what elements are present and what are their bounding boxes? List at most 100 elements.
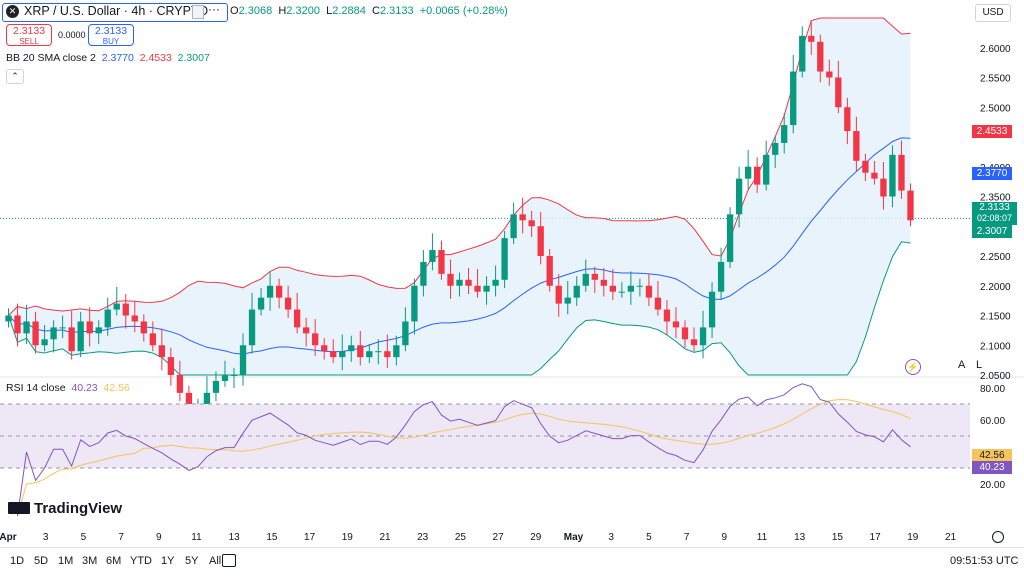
sell-label: SELL (19, 37, 39, 46)
calendar-icon[interactable] (222, 554, 236, 567)
timeframe-1m[interactable]: 1M (58, 555, 74, 567)
candle-body (357, 345, 364, 358)
timeframe-3m[interactable]: 3M (82, 555, 98, 567)
scale-a-button[interactable]: A (958, 359, 966, 371)
bb-upper-value: 2.4533 (139, 52, 172, 64)
price-tick-label: 2.3500 (980, 193, 1011, 204)
scale-l-button[interactable]: L (976, 359, 983, 371)
candle-body (95, 327, 102, 334)
timeframe-5y[interactable]: 5Y (185, 555, 199, 567)
price-tick-label: 2.5500 (980, 74, 1011, 85)
candle-body (726, 214, 734, 262)
flag-icon[interactable] (192, 5, 204, 19)
candle-body (447, 273, 454, 286)
candle-body (519, 214, 526, 221)
buy-button[interactable]: 2.3133 BUY (88, 24, 134, 46)
candle-body (77, 321, 84, 352)
rsi-tick-label: 20.00 (980, 480, 1005, 491)
price-tick-label: 2.2500 (980, 252, 1011, 263)
timeframe-1d[interactable]: 1D (10, 555, 25, 567)
candle-body (600, 279, 607, 286)
date-tick-label: 21 (945, 532, 957, 543)
timeframe-5d[interactable]: 5D (34, 555, 49, 567)
candle-body (275, 285, 283, 298)
date-tick-label: Apr (0, 532, 17, 543)
candle-body (158, 345, 166, 358)
candle-body (465, 279, 472, 286)
candle-body (564, 297, 571, 304)
tv-logo-icon (8, 502, 30, 514)
more-icon[interactable]: ··· (208, 2, 220, 16)
rsi-legend[interactable]: RSI 14 close 40.23 42.56 (6, 382, 130, 394)
date-tick-label: 15 (832, 532, 844, 543)
candle-body (474, 285, 481, 292)
candle-body (871, 172, 878, 179)
tradingview-logo[interactable]: TradingView (8, 500, 122, 517)
candle-body (781, 125, 788, 143)
timeframe-1y[interactable]: 1Y (161, 555, 175, 567)
candle-body (14, 315, 21, 334)
candle-body (708, 291, 716, 328)
candle-body (672, 321, 680, 328)
candle-body (681, 327, 689, 340)
low-value: 2.2884 (332, 5, 366, 17)
date-tick-label: 25 (455, 532, 467, 543)
candle-body (456, 279, 463, 286)
candle-body (176, 375, 184, 393)
bb-basis-line (8, 137, 911, 355)
candle-body (203, 392, 211, 411)
date-tick-label: 29 (530, 532, 542, 543)
candle-body (690, 339, 698, 346)
date-tick-label: 17 (870, 532, 882, 543)
utc-clock[interactable]: 09:51:53 UTC (950, 555, 1019, 567)
candle-body (528, 220, 535, 227)
candle-body (402, 321, 409, 346)
symbol-search-box[interactable] (2, 3, 228, 22)
rsi-value: 40.23 (71, 382, 98, 394)
date-tick-label: 5 (646, 532, 652, 543)
candle-body (880, 178, 887, 197)
price-chart[interactable]: 2.05002.10002.15002.20002.25002.35002.40… (0, 0, 1024, 547)
candle-body (790, 71, 797, 126)
rsi-tick-label: 60.00 (980, 416, 1005, 427)
candle-body (510, 214, 517, 239)
candle-body (266, 285, 274, 298)
date-tick-label: 5 (81, 532, 87, 543)
candle-body (492, 279, 499, 286)
candle-body (546, 256, 553, 286)
timeframe-ytd[interactable]: YTD (130, 555, 152, 567)
collapse-legend-button[interactable]: ⌃ (6, 69, 24, 84)
date-tick-label: 21 (379, 532, 391, 543)
timeframe-all[interactable]: All (209, 555, 222, 567)
currency-button[interactable]: USD (975, 4, 1011, 22)
candle-body (104, 309, 111, 328)
bb-lower-tag: 2.3007 (972, 225, 1012, 238)
rsi-ma-value: 42.56 (103, 382, 130, 394)
candle-body (212, 380, 220, 393)
candle-body (663, 309, 671, 322)
sell-button[interactable]: 2.3133 SELL (6, 24, 52, 46)
symbol-title[interactable]: XRP / U.S. Dollar · 4h · CRYPTO (24, 4, 209, 18)
candle-body (50, 327, 57, 340)
replay-icon[interactable]: ⚡ (905, 359, 921, 375)
price-tick-label: 2.5000 (980, 103, 1011, 114)
candle-body (898, 154, 905, 191)
date-tick-label: 3 (608, 532, 614, 543)
ohlc-readout: O2.3068 H2.3200 L2.2884 C2.3133 +0.0065 … (230, 5, 508, 17)
candle-body (844, 107, 851, 132)
candle-body (384, 351, 391, 358)
candle-body (122, 303, 129, 316)
candle-body (321, 345, 328, 352)
date-tick-label: 13 (794, 532, 806, 543)
date-tick-label: 7 (684, 532, 690, 543)
goto-settings-icon[interactable] (992, 531, 1004, 543)
date-tick-label: 15 (266, 532, 278, 543)
rsi-ma-tag: 42.56 (972, 449, 1012, 462)
bb-legend[interactable]: BB 20 SMA close 2 2.3770 2.4533 2.3007 (6, 52, 210, 64)
close-value: 2.3133 (379, 5, 414, 17)
sell-price: 2.3133 (12, 25, 46, 37)
timeframe-6m[interactable]: 6M (106, 555, 122, 567)
candle-body (366, 351, 373, 358)
candle-body (763, 154, 770, 185)
candle-body (68, 327, 75, 352)
